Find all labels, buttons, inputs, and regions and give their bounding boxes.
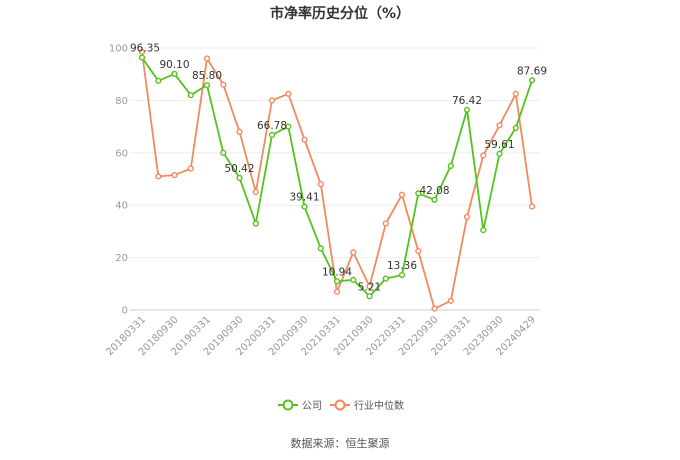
data-point[interactable] (268, 131, 276, 139)
legend-item-industry-median[interactable]: 行业中位数 (330, 399, 404, 412)
y-tick-label: 40 (115, 201, 128, 212)
data-point[interactable] (252, 220, 259, 227)
data-point[interactable] (138, 48, 146, 56)
series-layer (138, 48, 536, 312)
data-label: 42.08 (419, 185, 449, 197)
data-point[interactable] (187, 165, 194, 172)
data-point[interactable] (447, 297, 454, 304)
legend-industry-marker (334, 399, 346, 411)
data-point[interactable] (171, 172, 178, 179)
data-point[interactable] (333, 278, 341, 285)
data-point[interactable] (415, 248, 422, 255)
data-point[interactable] (382, 220, 389, 227)
data-point[interactable] (528, 203, 536, 210)
chart-title: 市净率历史分位（%） (270, 5, 410, 22)
data-label: 5.21 (358, 281, 381, 293)
legend-company-label: 公司 (302, 401, 322, 412)
data-point[interactable] (155, 173, 162, 180)
y-tick-labels: 0 20 40 60 80 100 (109, 44, 128, 317)
data-point[interactable] (480, 152, 487, 159)
data-point[interactable] (236, 174, 243, 182)
data-point[interactable] (220, 81, 227, 88)
x-tick-labels: 2018033120180930201903312019093020200331… (104, 314, 538, 358)
data-point[interactable] (496, 150, 503, 157)
y-tick-label: 80 (115, 96, 128, 107)
data-point[interactable] (285, 90, 292, 97)
data-point[interactable] (366, 293, 373, 300)
data-point[interactable] (415, 190, 422, 197)
series-industry-median (138, 48, 536, 312)
y-tick-label: 60 (115, 148, 128, 159)
data-point[interactable] (447, 162, 454, 170)
data-label: 87.69 (517, 65, 547, 77)
data-point[interactable] (350, 249, 357, 256)
y-tick-label: 100 (109, 44, 128, 55)
data-label: 90.10 (159, 59, 189, 71)
data-label: 13.36 (387, 260, 417, 272)
data-point[interactable] (317, 245, 324, 252)
series-company (138, 54, 536, 300)
data-point[interactable] (512, 124, 519, 132)
data-point[interactable] (138, 54, 146, 61)
data-point[interactable] (463, 106, 471, 113)
data-point[interactable] (480, 227, 487, 234)
data-point[interactable] (203, 82, 211, 89)
y-tick-label: 0 (122, 306, 128, 317)
data-point[interactable] (187, 92, 194, 99)
legend-company-marker (282, 399, 294, 411)
data-point[interactable] (512, 90, 519, 97)
data-label: 50.42 (224, 163, 254, 175)
legend-industry-label: 行业中位数 (354, 399, 404, 412)
legend-item-company[interactable]: 公司 (278, 399, 322, 413)
data-label: 59.61 (484, 139, 514, 151)
data-label: 76.42 (452, 95, 482, 107)
data-point[interactable] (203, 55, 211, 62)
data-label: 96.35 (130, 43, 160, 55)
data-source: 数据来源：恒生聚源 (291, 436, 390, 450)
grid (130, 47, 540, 259)
data-point[interactable] (236, 128, 243, 135)
data-point[interactable] (268, 97, 276, 104)
data-point[interactable] (463, 213, 471, 221)
legend[interactable]: 公司 行业中位数 (278, 399, 404, 412)
data-point[interactable] (220, 149, 227, 156)
data-label: 66.78 (257, 120, 287, 132)
data-point[interactable] (350, 276, 357, 284)
data-point[interactable] (366, 283, 373, 290)
data-point[interactable] (171, 70, 178, 78)
data-point[interactable] (382, 275, 389, 282)
y-tick-label: 20 (115, 253, 128, 264)
data-point[interactable] (155, 77, 162, 84)
data-point[interactable] (398, 271, 406, 279)
data-label: 39.41 (289, 192, 319, 204)
data-point[interactable] (528, 77, 536, 84)
data-point[interactable] (333, 288, 341, 295)
data-point[interactable] (431, 196, 438, 203)
data-point[interactable] (431, 305, 438, 312)
data-point[interactable] (398, 191, 406, 198)
data-label: 85.80 (192, 70, 222, 82)
data-point[interactable] (301, 136, 308, 143)
data-point[interactable] (301, 203, 308, 210)
series-line (141, 57, 533, 298)
data-point[interactable] (252, 189, 259, 196)
data-point[interactable] (317, 181, 324, 188)
data-label: 10.94 (322, 266, 352, 278)
data-point[interactable] (285, 123, 292, 130)
data-point[interactable] (496, 122, 503, 129)
